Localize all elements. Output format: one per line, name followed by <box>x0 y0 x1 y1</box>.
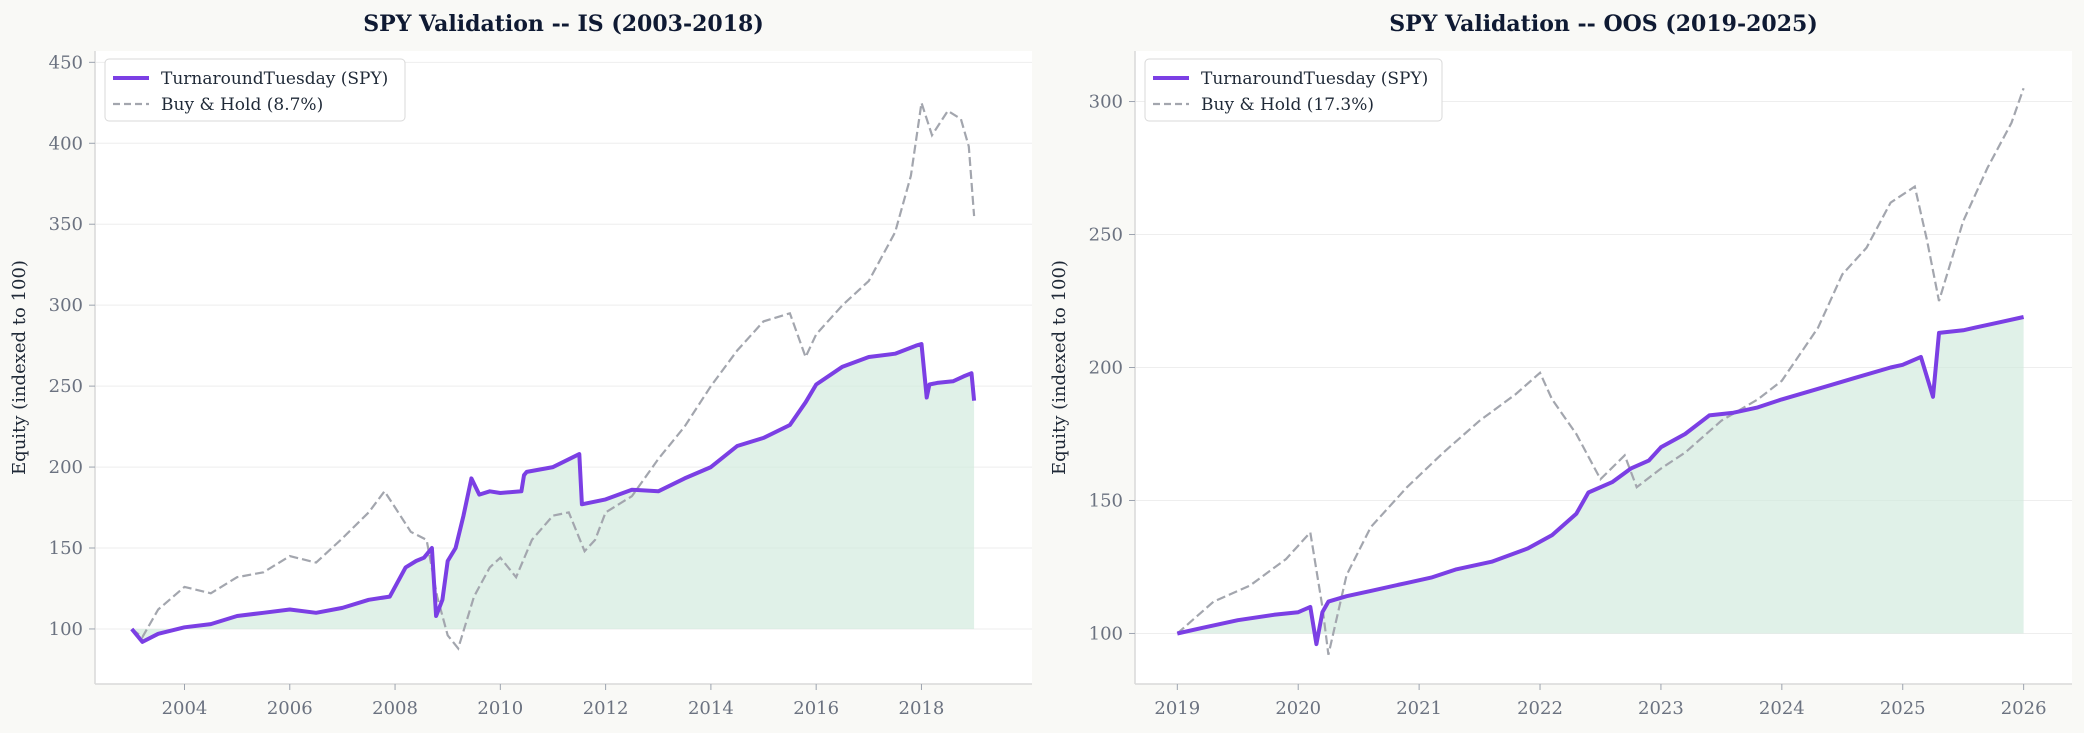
x-tick-label: 2006 <box>267 698 313 719</box>
y-axis-label: Equity (indexed to 100) <box>1049 260 1070 475</box>
y-tick-label: 350 <box>49 214 83 235</box>
legend-label-buyhold: Buy & Hold (8.7%) <box>161 95 323 115</box>
chart-panel-is: 2004 2006 2008 2010 2012 2014 2016 2018 100 150 2… <box>9 11 1032 719</box>
x-tick-label: 2024 <box>1759 698 1805 719</box>
strategy-line <box>130 342 977 644</box>
y-tick-label: 100 <box>49 619 83 640</box>
y-tick-label: 150 <box>49 538 83 559</box>
legend-label-buyhold: Buy & Hold (17.3%) <box>1201 95 1374 115</box>
legend: TurnaroundTuesday (SPY) Buy & Hold (17.3… <box>1144 58 1443 122</box>
x-tick-label: 2020 <box>1275 698 1321 719</box>
strategy-line <box>1176 315 2025 647</box>
x-tick-label: 2010 <box>477 698 523 719</box>
legend-box <box>104 58 406 122</box>
chart-title: SPY Validation -- IS (2003-2018) <box>363 11 763 37</box>
x-tick-label: 2022 <box>1517 698 1563 719</box>
x-tick-label: 2019 <box>1154 698 1200 719</box>
x-tick-label: 2012 <box>583 698 629 719</box>
buy-and-hold-line <box>1176 87 2025 655</box>
x-tick-labels: 2004 2006 2008 2010 2012 2014 2016 2018 <box>162 684 945 719</box>
buy-and-hold-line <box>131 102 976 651</box>
legend-label-strategy: TurnaroundTuesday (SPY) <box>161 69 388 89</box>
legend-box <box>1144 58 1443 122</box>
x-tick-labels: 2019 2020 2021 2022 2023 2024 2025 2026 <box>1154 684 2047 719</box>
x-tick-label: 2004 <box>162 698 208 719</box>
y-tick-label: 250 <box>49 376 83 397</box>
y-tick-label: 300 <box>1089 92 1123 113</box>
x-tick-label: 2023 <box>1638 698 1684 719</box>
chart-title: SPY Validation -- OOS (2019-2025) <box>1389 11 1818 37</box>
strategy-fill-area <box>1177 317 2024 645</box>
axes <box>94 51 1032 685</box>
x-tick-label: 2026 <box>2001 698 2047 719</box>
y-tick-label: 200 <box>49 457 83 478</box>
y-tick-label: 250 <box>1089 225 1123 246</box>
y-tick-label: 200 <box>1089 358 1123 379</box>
x-tick-label: 2018 <box>899 698 945 719</box>
y-tick-labels: 100 150 200 250 300 <box>1089 92 1135 644</box>
y-tick-label: 450 <box>49 52 83 73</box>
legend: TurnaroundTuesday (SPY) Buy & Hold (8.7%… <box>104 58 406 122</box>
x-tick-label: 2025 <box>1880 698 1926 719</box>
y-tick-label: 100 <box>1089 623 1123 644</box>
legend-label-strategy: TurnaroundTuesday (SPY) <box>1201 69 1428 89</box>
chart-panel-oos: 2019 2020 2021 2022 2023 2024 2025 2026 100 150 2… <box>1049 11 2072 719</box>
y-tick-labels: 100 150 200 250 300 350 400 450 <box>49 52 95 640</box>
y-tick-label: 400 <box>49 133 83 154</box>
y-axis-label: Equity (indexed to 100) <box>9 260 30 475</box>
x-tick-label: 2016 <box>793 698 839 719</box>
strategy-fill-area <box>131 344 975 642</box>
x-tick-label: 2008 <box>372 698 418 719</box>
x-tick-label: 2021 <box>1396 698 1442 719</box>
x-tick-label: 2014 <box>688 698 734 719</box>
y-tick-label: 300 <box>49 295 83 316</box>
y-tick-label: 150 <box>1089 490 1123 511</box>
